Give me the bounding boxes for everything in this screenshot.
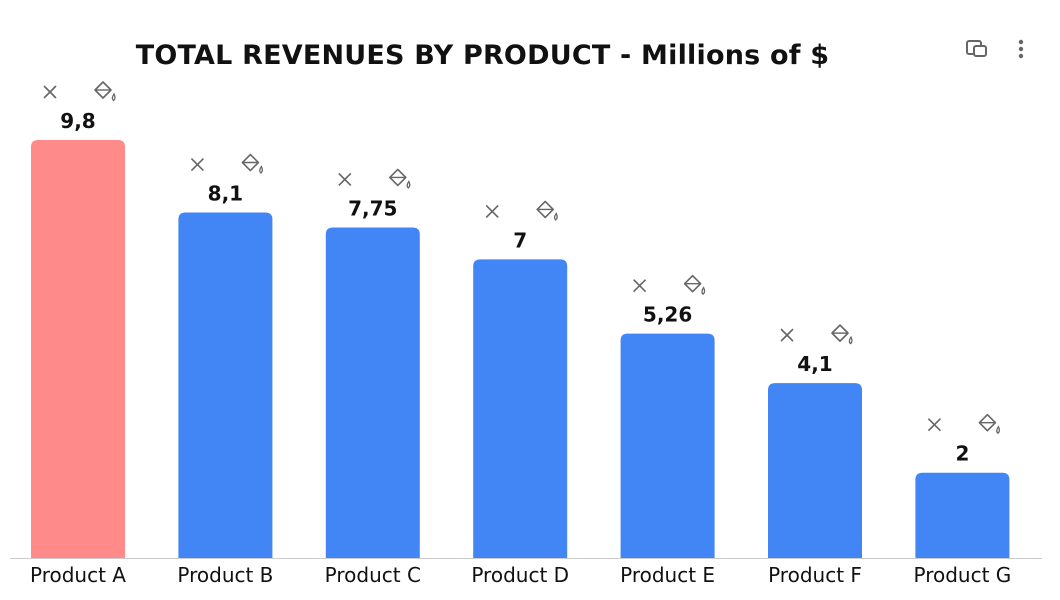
bar[interactable] [325,227,420,558]
fill-color-icon[interactable] [388,168,411,189]
category-label: Product G [914,563,1012,587]
remove-icon[interactable] [927,418,941,432]
bar-value-label: 9,8 [60,109,95,133]
fill-color-icon[interactable] [831,324,853,345]
remove-icon[interactable] [780,328,794,342]
remove-icon[interactable] [485,204,499,218]
remove-icon[interactable] [43,85,57,99]
fill-color-icon[interactable] [94,81,116,102]
category-label: Product B [177,563,273,587]
bar-value-label: 7,75 [348,196,397,220]
fill-color-icon[interactable] [978,413,1001,435]
bar[interactable] [31,140,125,558]
bar[interactable] [768,383,862,558]
bar[interactable] [178,212,273,559]
bar[interactable] [473,259,568,558]
copy-chart-icon[interactable] [964,36,990,62]
more-options-icon[interactable] [1008,36,1034,62]
remove-icon[interactable] [338,172,352,187]
category-label: Product E [620,563,715,587]
category-label: Product D [471,563,569,587]
bar-value-label: 2 [955,442,969,466]
remove-icon[interactable] [633,279,647,293]
bar-value-label: 4,1 [797,352,832,376]
category-label: Product F [768,563,862,587]
bar[interactable] [620,333,715,558]
bar-value-label: 7 [513,228,527,252]
fill-color-icon[interactable] [683,274,706,295]
remove-icon[interactable] [190,157,204,172]
bar[interactable] [915,472,1010,558]
fill-color-icon[interactable] [241,153,264,174]
bar-value-label: 8,1 [208,182,243,206]
category-label: Product C [325,563,421,587]
fill-color-icon[interactable] [536,200,558,221]
chart-toolbar [964,36,1034,62]
chart-title: TOTAL REVENUES BY PRODUCT - Millions of … [135,40,830,71]
category-label: Product A [30,563,126,587]
bar-value-label: 5,26 [643,303,692,327]
